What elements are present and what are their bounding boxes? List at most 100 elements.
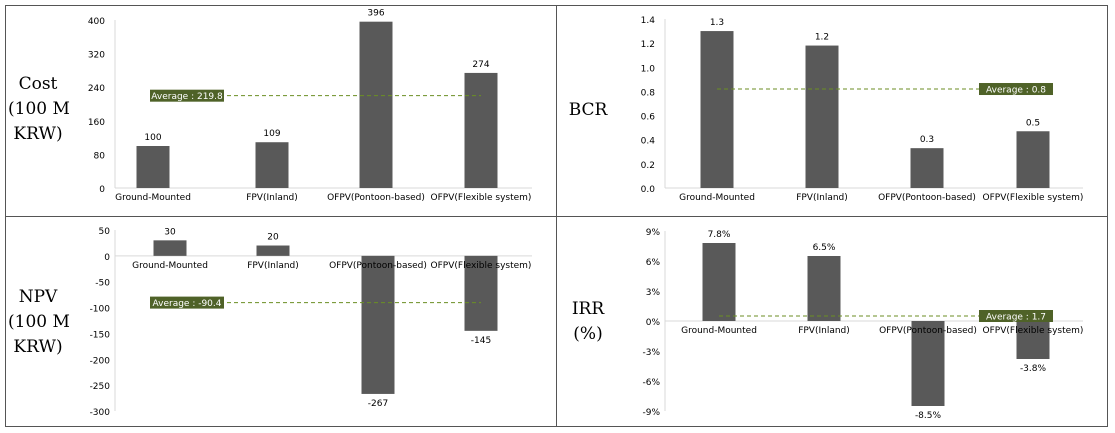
npv-value-label: -267 — [368, 399, 388, 409]
npv-label-line-1: NPV — [18, 287, 58, 307]
cost-average-box — [150, 89, 224, 102]
cost-ytick-label: 0 — [99, 185, 105, 195]
npv-label-line-2: (100 M — [8, 312, 70, 332]
bcr-ytick-label: 0.8 — [641, 88, 656, 98]
cost-category-label: Ground-Mounted — [115, 193, 191, 203]
bcr-label-line-1: BCR — [568, 100, 608, 120]
bcr-value-label: 1.3 — [710, 18, 724, 28]
bcr-ytick-label: 0.2 — [641, 161, 655, 171]
cost-ytick-label: 160 — [88, 118, 105, 128]
cost-category-label: OFPV(Flexible system) — [431, 193, 532, 203]
irr-category-label: FPV(Inland) — [798, 326, 850, 336]
npv-ytick-label: -250 — [90, 382, 111, 392]
bcr-ytick-label: 1.0 — [641, 64, 656, 74]
irr-label-line-1: IRR — [571, 299, 605, 319]
cost-average-label: Average : 219.8 — [151, 92, 223, 102]
cost-category-label: OFPV(Pontoon-based) — [327, 193, 425, 203]
npv-category-label: FPV(Inland) — [247, 261, 299, 271]
irr-value-label: -3.8% — [1020, 364, 1047, 374]
cost-value-label: 109 — [263, 129, 280, 139]
npv-bar — [153, 240, 187, 256]
irr-ytick-label: -6% — [642, 378, 660, 388]
npv-ytick-label: -50 — [95, 279, 110, 289]
npv-ytick-label: -300 — [90, 408, 111, 418]
bcr-ytick-label: 0.0 — [641, 185, 656, 195]
irr-ytick-label: 9% — [646, 228, 661, 238]
irr-ytick-label: 6% — [646, 258, 661, 268]
npv-ytick-label: -150 — [90, 330, 111, 340]
cost-category-label: FPV(Inland) — [246, 193, 298, 203]
irr-ytick-label: 3% — [646, 288, 661, 298]
npv-bar — [256, 245, 290, 256]
cost-value-label: 100 — [144, 133, 161, 143]
irr-average-box — [979, 310, 1053, 322]
cost-ytick-label: 80 — [94, 151, 106, 161]
irr-bar — [911, 321, 945, 406]
bcr-value-label: 0.5 — [1026, 118, 1040, 128]
cost-bar — [136, 146, 170, 188]
bcr-value-label: 0.3 — [920, 135, 934, 145]
npv-category-label: Ground-Mounted — [132, 261, 208, 271]
cost-value-label: 396 — [367, 9, 384, 19]
cost-bar — [464, 72, 498, 188]
irr-ytick-label: -9% — [642, 408, 660, 418]
npv-bar — [464, 255, 498, 331]
bcr-bar — [910, 148, 944, 188]
npv-category-label: OFPV(Pontoon-based) — [329, 261, 427, 271]
irr-value-label: 6.5% — [813, 243, 836, 253]
cost-label-line-1: Cost — [18, 74, 58, 94]
npv-average-box — [150, 296, 224, 309]
npv-ytick-label: -200 — [90, 356, 111, 366]
npv-value-label: 20 — [267, 233, 279, 243]
irr-category-label: Ground-Mounted — [681, 326, 757, 336]
npv-ytick-label: -100 — [90, 305, 111, 315]
bcr-category-label: Ground-Mounted — [679, 193, 755, 203]
bcr-bar — [805, 45, 839, 188]
irr-ytick-label: -3% — [642, 348, 660, 358]
cost-ytick-label: 400 — [88, 17, 105, 27]
cost-bar — [255, 142, 289, 188]
npv-bar — [361, 255, 395, 394]
cost-value-label: 274 — [472, 60, 489, 70]
bcr-ytick-label: 1.2 — [641, 40, 655, 50]
npv-label-line-3: KRW) — [13, 337, 63, 357]
npv-average-label: Average : -90.4 — [153, 299, 222, 309]
irr-ytick-label: 0% — [646, 318, 661, 328]
bcr-value-label: 1.2 — [815, 33, 829, 43]
bcr-ytick-label: 0.4 — [641, 137, 656, 147]
irr-category-label: OFPV(Flexible system) — [983, 326, 1084, 336]
panel-frame-irr — [556, 216, 1108, 427]
bcr-ytick-label: 1.4 — [641, 16, 656, 26]
bcr-category-label: FPV(Inland) — [796, 193, 848, 203]
npv-value-label: -145 — [471, 336, 491, 346]
npv-category-label: OFPV(Flexible system) — [431, 261, 532, 271]
npv-ytick-label: 50 — [99, 227, 111, 237]
bcr-category-label: OFPV(Pontoon-based) — [878, 193, 976, 203]
bcr-panel-label: BCR — [560, 98, 616, 123]
cost-label-line-3: KRW) — [13, 124, 63, 144]
cost-bar — [359, 21, 393, 189]
irr-average-label: Average : 1.7 — [986, 313, 1046, 323]
irr-value-label: -8.5% — [915, 411, 942, 421]
irr-bar — [702, 243, 736, 321]
npv-ytick-label: 0 — [104, 253, 110, 263]
irr-bar — [807, 256, 841, 321]
bcr-average-label: Average : 0.8 — [986, 86, 1046, 96]
cost-ytick-label: 240 — [88, 84, 105, 94]
cost-panel-label: Cost (100 M KRW) — [8, 72, 70, 147]
irr-panel-label: IRR (%) — [560, 297, 616, 347]
bcr-average-box — [979, 83, 1053, 96]
cost-ytick-label: 320 — [88, 51, 105, 61]
irr-value-label: 7.8% — [708, 230, 731, 240]
bcr-bar — [700, 31, 734, 189]
bcr-category-label: OFPV(Flexible system) — [983, 193, 1084, 203]
bcr-ytick-label: 0.6 — [641, 113, 656, 123]
irr-category-label: OFPV(Pontoon-based) — [879, 326, 977, 336]
bcr-bar — [1016, 131, 1050, 188]
irr-bar — [1016, 321, 1050, 359]
irr-label-line-2: (%) — [573, 324, 603, 344]
npv-value-label: 30 — [164, 227, 176, 237]
cost-label-line-2: (100 M — [8, 99, 70, 119]
